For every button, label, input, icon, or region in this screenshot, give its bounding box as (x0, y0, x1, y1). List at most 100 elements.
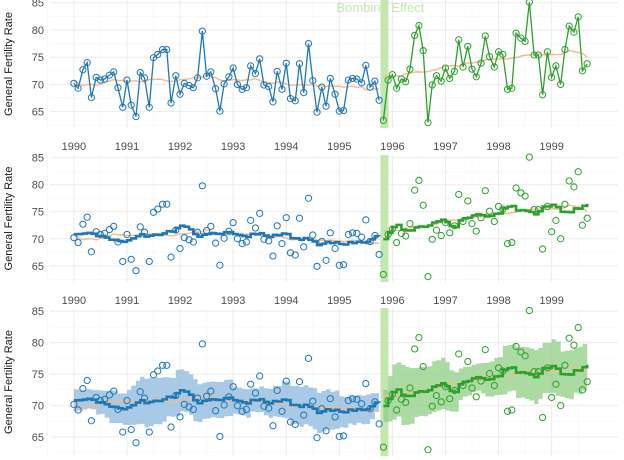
data-point-post (539, 91, 547, 99)
data-point-pre (304, 194, 313, 202)
data-point-post (402, 78, 410, 86)
data-point-post (468, 65, 476, 73)
data-point-pre (256, 55, 264, 63)
data-point-pre (167, 253, 175, 261)
data-point-post (512, 29, 520, 37)
data-point-post (574, 323, 582, 332)
y-tick-label: 80 (32, 338, 44, 350)
data-point-post (499, 367, 507, 375)
data-point-pre (123, 76, 131, 84)
data-point-post (503, 240, 512, 248)
data-point-pre (282, 59, 290, 67)
data-point-post (388, 71, 396, 79)
data-point-pre (260, 235, 268, 243)
data-point-pre (189, 84, 197, 92)
data-point-pre (318, 405, 326, 413)
data-point-pre (96, 76, 105, 84)
data-point-pre (202, 227, 211, 235)
data-point-post (521, 192, 529, 200)
data-point-pre (212, 407, 220, 415)
data-point-pre (163, 45, 171, 54)
data-point-post (530, 51, 538, 59)
data-point-post (477, 377, 485, 385)
data-point-post (415, 176, 423, 184)
data-point-pre (295, 378, 304, 386)
data-point-post (539, 245, 547, 253)
data-point-post (485, 207, 494, 215)
data-point-pre (358, 400, 366, 408)
data-point-pre (313, 434, 321, 442)
data-point-pre (229, 218, 237, 227)
data-point-pre (251, 224, 260, 232)
data-point-post (525, 153, 533, 161)
data-point-post (557, 402, 565, 410)
data-point-pre (132, 439, 140, 447)
data-point-pre (229, 383, 237, 391)
data-point-post (441, 383, 450, 391)
data-point-pre (154, 205, 162, 213)
data-point-pre (247, 380, 255, 388)
data-point-post (468, 384, 476, 392)
data-point-pre (74, 406, 82, 414)
data-point-post (543, 364, 551, 372)
x-tick-label: 1995 (327, 295, 351, 307)
x-tick-label: 1992 (168, 141, 192, 153)
data-point-post (472, 393, 480, 401)
data-point-post (508, 238, 516, 247)
data-point-post (530, 368, 538, 376)
data-point-pre (96, 230, 105, 239)
trend-line-post (383, 49, 588, 78)
data-point-pre (309, 77, 317, 85)
data-point-pre (216, 107, 224, 115)
data-point-pre (286, 249, 295, 257)
data-point-pre (225, 393, 233, 401)
data-point-post (379, 443, 387, 451)
y-tick-label: 65 (32, 107, 44, 119)
data-point-post (450, 67, 459, 75)
data-point-post (450, 386, 459, 395)
data-point-post (521, 352, 529, 360)
data-point-pre (282, 377, 290, 385)
data-point-post (543, 202, 551, 210)
data-point-pre (163, 200, 171, 208)
data-point-post (565, 334, 573, 342)
data-point-pre (216, 432, 224, 441)
data-point-pre (291, 420, 299, 429)
y-tick-label: 85 (32, 0, 44, 10)
data-point-pre (114, 84, 122, 92)
data-point-pre (260, 81, 268, 89)
data-point-pre (225, 73, 233, 81)
data-point-pre (335, 261, 343, 269)
data-point-pre (110, 68, 118, 76)
data-point-pre (348, 229, 357, 237)
data-point-post (446, 229, 454, 237)
x-tick-label: 1996 (380, 295, 404, 307)
data-point-post (402, 232, 410, 240)
data-point-pre (202, 392, 211, 400)
data-point-pre (233, 402, 241, 410)
data-point-pre (353, 75, 361, 83)
data-point-pre (149, 371, 158, 379)
data-point-pre (366, 237, 374, 246)
data-point-post (508, 406, 516, 414)
y-axis-title: General Fertility Rate (3, 167, 15, 271)
data-point-post (455, 350, 463, 358)
data-point-pre (251, 69, 260, 78)
data-point-pre (225, 227, 233, 235)
data-point-pre (309, 231, 317, 239)
data-point-post (517, 348, 525, 356)
data-point-pre (242, 84, 251, 92)
data-point-pre (273, 67, 281, 75)
data-point-pre (238, 407, 246, 415)
data-point-post (450, 222, 459, 230)
data-point-post (570, 28, 578, 36)
y-tick-label: 75 (32, 52, 44, 64)
data-point-post (561, 45, 569, 54)
data-point-pre (251, 389, 260, 397)
data-point-pre (304, 39, 313, 48)
x-tick-label: 1998 (486, 141, 510, 153)
data-point-pre (326, 74, 334, 83)
data-point-pre (101, 395, 109, 403)
data-point-pre (198, 27, 206, 35)
data-point-pre (358, 233, 366, 241)
